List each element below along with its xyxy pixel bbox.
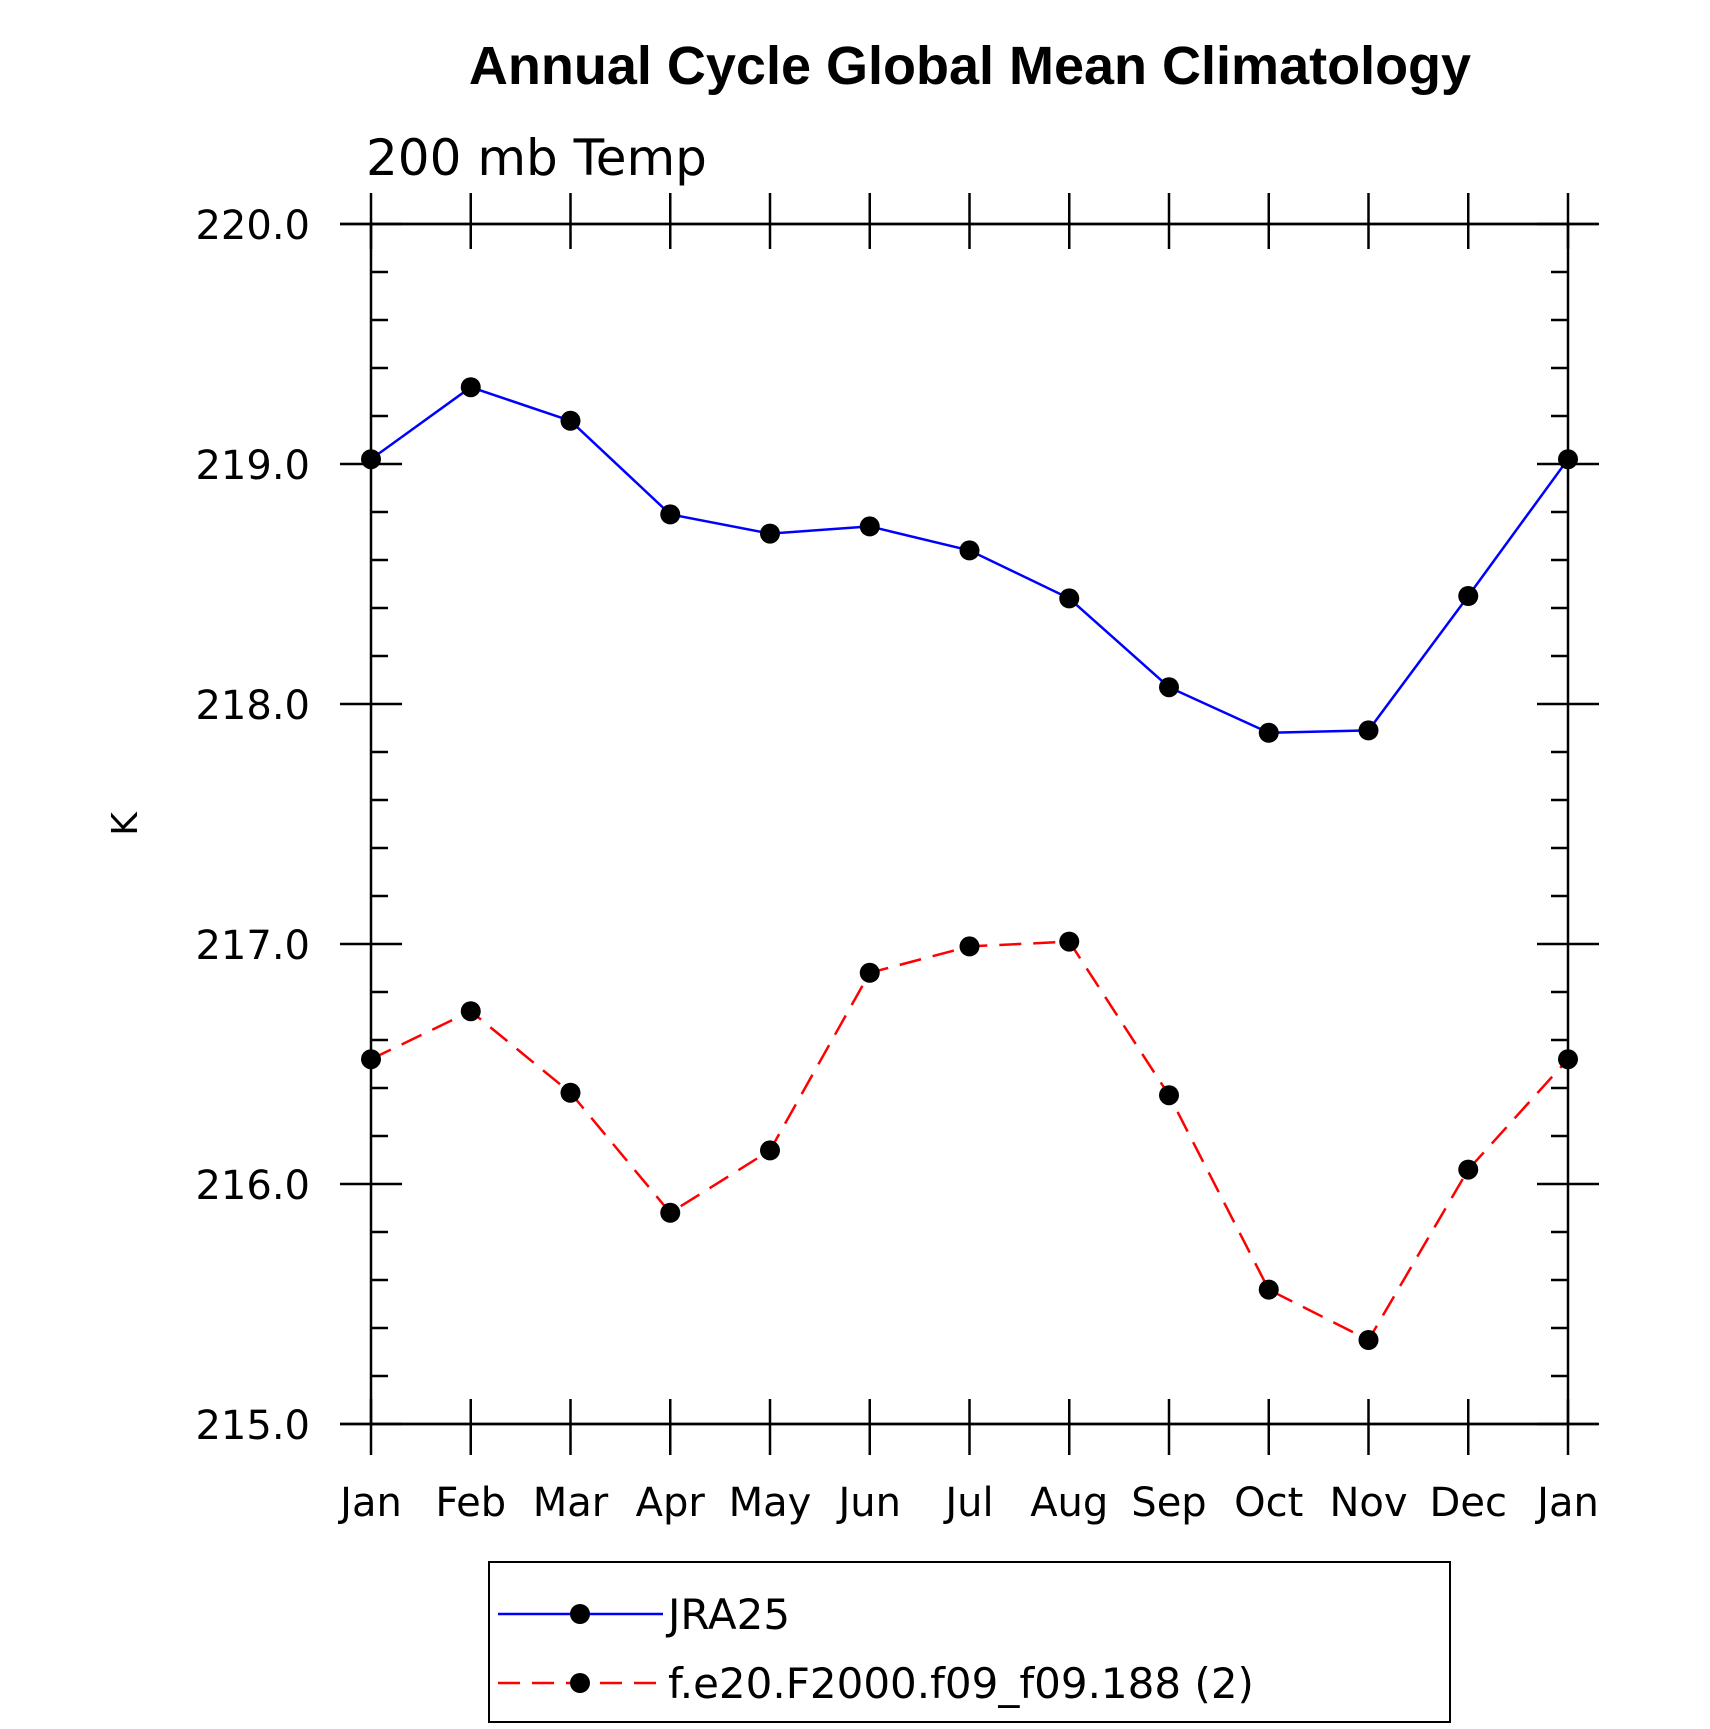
y-tick-label: 220.0 <box>195 203 310 249</box>
y-tick-label: 217.0 <box>195 923 310 969</box>
data-point <box>1358 720 1379 741</box>
data-point <box>1059 588 1080 609</box>
data-point <box>760 523 780 544</box>
y-tick-label: 219.0 <box>195 443 310 489</box>
x-tick-label: Jan <box>1534 1480 1599 1526</box>
x-tick-label: Sep <box>1131 1480 1206 1526</box>
x-tick-label: Apr <box>636 1480 706 1526</box>
data-point <box>1258 1279 1279 1300</box>
legend-marker-2 <box>570 1673 590 1693</box>
axes: 215.0 216.0 217.0 218.0 219.0 220.0 Jan Feb Mar A… <box>195 193 1599 1526</box>
x-tick-label: Dec <box>1430 1480 1507 1526</box>
chart-subtitle: 200 mb Temp <box>366 129 707 187</box>
series-line-2 <box>370 940 1569 1342</box>
plot-frame <box>369 222 1570 1426</box>
data-point <box>1059 931 1080 952</box>
x-tick-label: Nov <box>1329 1480 1407 1526</box>
y-tick-label: 218.0 <box>195 683 310 729</box>
chart-title: Annual Cycle Global Mean Climatology <box>469 36 1471 96</box>
data-point <box>361 1049 381 1070</box>
data-point <box>959 936 980 957</box>
legend-label-2: f.e20.F2000.f09_f09.188 (2) <box>668 1659 1254 1708</box>
y-tick-label: 215.0 <box>195 1403 310 1449</box>
x-tick-label: May <box>729 1480 812 1526</box>
y-tick-label: 216.0 <box>195 1163 310 1209</box>
data-point <box>1558 449 1578 470</box>
series-group <box>361 377 1578 1350</box>
y-axis-label: K <box>105 811 146 836</box>
legend-box <box>488 1561 1451 1723</box>
data-point <box>560 410 581 431</box>
x-tick-label: Feb <box>435 1480 506 1526</box>
data-point <box>1258 722 1279 743</box>
x-tick-label: Aug <box>1030 1480 1108 1526</box>
data-point <box>859 962 880 983</box>
data-point <box>1558 1049 1578 1070</box>
x-tick-label: Mar <box>533 1480 609 1526</box>
x-tick-label: Jul <box>942 1480 993 1526</box>
data-point <box>361 449 381 470</box>
data-point <box>460 377 481 398</box>
data-point <box>560 1082 581 1103</box>
legend-label-1: JRA25 <box>665 1590 790 1639</box>
data-point <box>460 1001 481 1022</box>
data-point <box>1458 1159 1479 1180</box>
data-point <box>660 1202 681 1223</box>
data-point <box>859 516 880 537</box>
data-point <box>1159 1085 1179 1106</box>
data-point <box>959 540 980 561</box>
x-tick-label: Jan <box>337 1480 402 1526</box>
legend-marker-1 <box>570 1604 590 1624</box>
x-tick-label: Oct <box>1234 1480 1303 1526</box>
data-point <box>760 1140 780 1161</box>
data-point <box>660 504 681 525</box>
data-point <box>1458 586 1479 606</box>
data-point <box>1159 677 1179 698</box>
data-point <box>1358 1330 1379 1350</box>
x-tick-label: Jun <box>836 1480 902 1526</box>
legend: JRA25 f.e20.F2000.f09_f09.188 (2) <box>488 1561 1451 1723</box>
